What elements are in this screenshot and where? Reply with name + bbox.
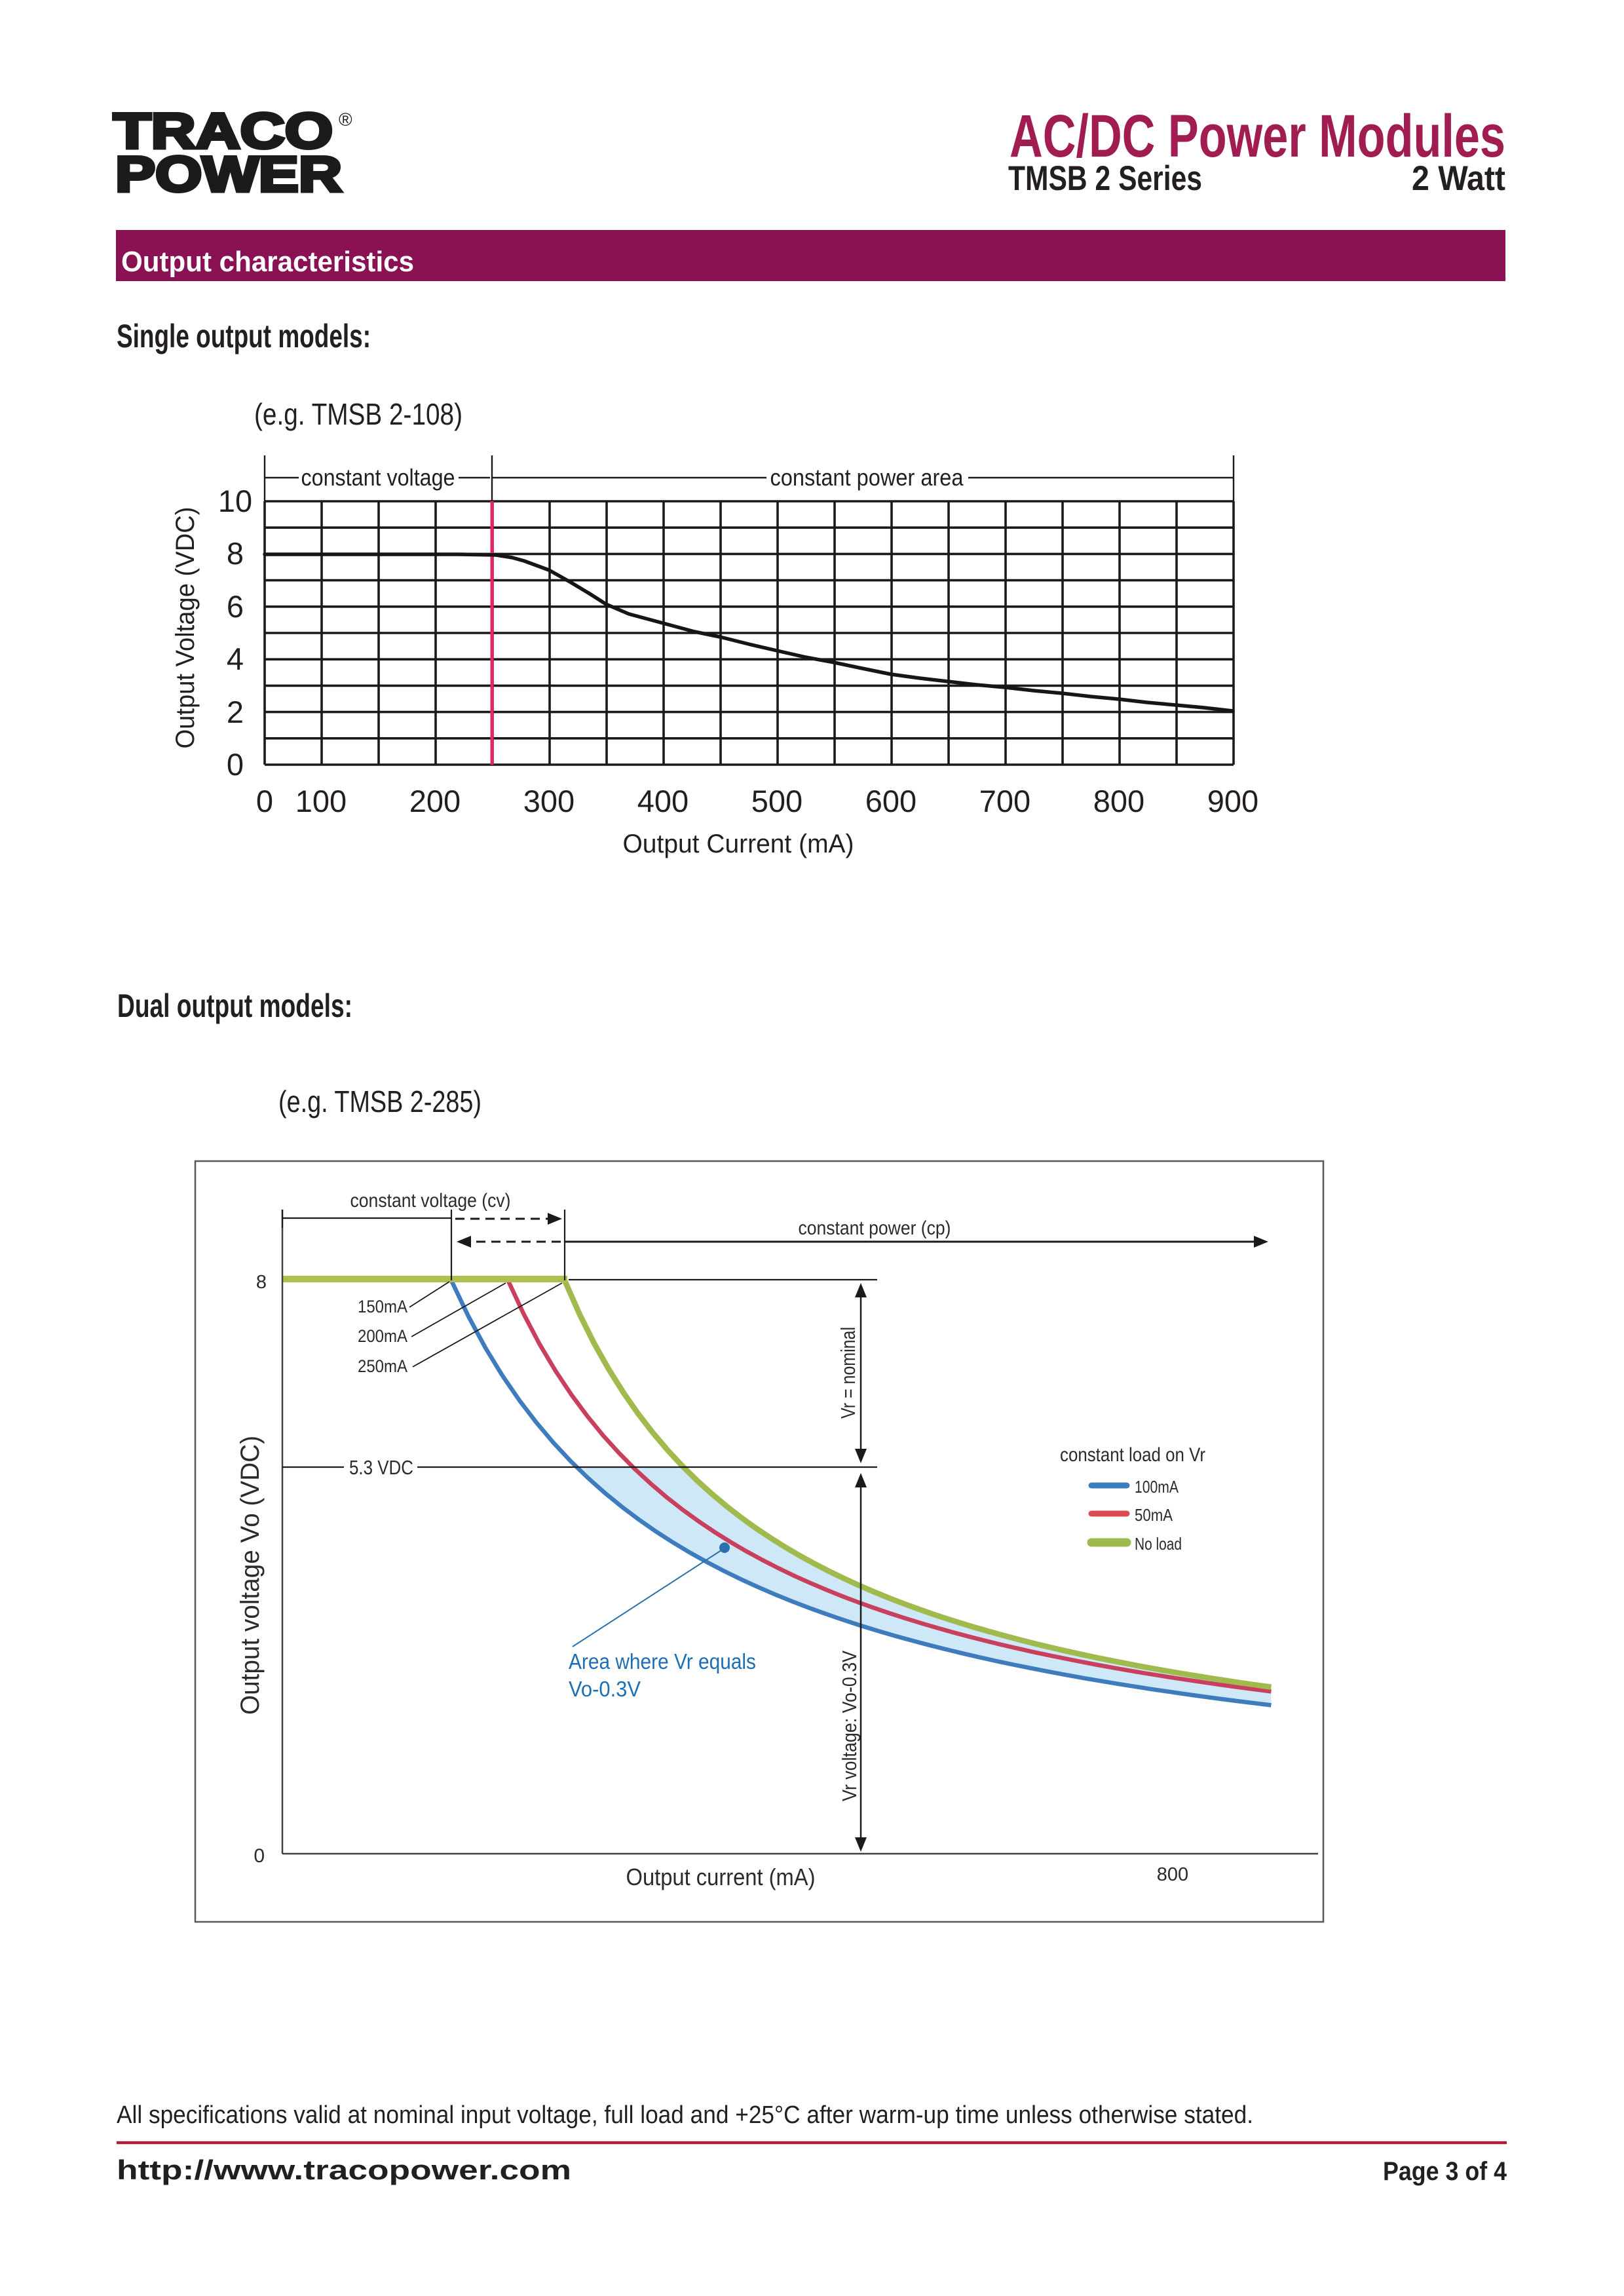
svg-text:(e.g. TMSB 2-108): (e.g. TMSB 2-108) <box>254 397 463 431</box>
svg-text:2: 2 <box>227 695 244 729</box>
svg-text:250mA: 250mA <box>358 1356 407 1376</box>
svg-text:10: 10 <box>218 484 252 518</box>
svg-text:800: 800 <box>1093 784 1144 818</box>
svg-text:http://www.tracopower.com: http://www.tracopower.com <box>117 2154 571 2185</box>
svg-text:No load: No load <box>1135 1534 1182 1554</box>
svg-text:700: 700 <box>979 784 1030 818</box>
svg-text:Output voltage Vo (VDC): Output voltage Vo (VDC) <box>236 1436 265 1715</box>
svg-text:Output characteristics: Output characteristics <box>121 246 414 278</box>
svg-text:4: 4 <box>227 641 244 676</box>
svg-text:5.3 VDC: 5.3 VDC <box>349 1456 413 1479</box>
svg-text:0: 0 <box>256 784 273 818</box>
svg-text:0: 0 <box>227 747 244 782</box>
svg-text:2 Watt: 2 Watt <box>1412 159 1505 198</box>
svg-text:900: 900 <box>1207 784 1258 818</box>
svg-text:500: 500 <box>751 784 803 818</box>
svg-text:200: 200 <box>409 784 461 818</box>
svg-text:800: 800 <box>1157 1864 1188 1885</box>
svg-text:0: 0 <box>254 1845 265 1867</box>
svg-text:constant power (cp): constant power (cp) <box>799 1217 951 1239</box>
svg-text:TRACO: TRACO <box>113 104 333 159</box>
svg-text:All specifications valid at no: All specifications valid at nominal inpu… <box>117 2101 1253 2129</box>
svg-text:Vr voltage: Vo-0.3V: Vr voltage: Vo-0.3V <box>838 1651 861 1801</box>
svg-text:Vr = nominal: Vr = nominal <box>837 1327 859 1419</box>
svg-text:300: 300 <box>523 784 575 818</box>
svg-text:Page 3 of 4: Page 3 of 4 <box>1383 2157 1507 2186</box>
svg-text:®: ® <box>339 109 352 130</box>
svg-text:Area where Vr equals: Area where Vr equals <box>569 1649 756 1674</box>
svg-text:Output Current (mA): Output Current (mA) <box>623 830 854 858</box>
svg-text:150mA: 150mA <box>358 1297 407 1316</box>
svg-text:Single output models:: Single output models: <box>117 318 371 354</box>
svg-text:TMSB 2 Series: TMSB 2 Series <box>1008 159 1202 198</box>
svg-text:constant power area: constant power area <box>770 464 964 491</box>
svg-text:Output Voltage (VDC): Output Voltage (VDC) <box>171 507 200 749</box>
svg-text:8: 8 <box>256 1272 267 1293</box>
svg-text:constant voltage (cv): constant voltage (cv) <box>350 1190 511 1212</box>
svg-text:6: 6 <box>227 589 244 624</box>
svg-text:100mA: 100mA <box>1135 1477 1179 1497</box>
svg-text:Output current (mA): Output current (mA) <box>626 1864 816 1890</box>
svg-text:Dual output models:: Dual output models: <box>117 987 352 1024</box>
svg-text:(e.g. TMSB 2-285): (e.g. TMSB 2-285) <box>278 1084 482 1119</box>
svg-text:100: 100 <box>295 784 347 818</box>
svg-text:constant load on Vr: constant load on Vr <box>1060 1444 1205 1466</box>
svg-text:50mA: 50mA <box>1135 1505 1173 1525</box>
svg-text:400: 400 <box>637 784 689 818</box>
svg-text:POWER: POWER <box>115 147 342 202</box>
svg-text:constant voltage: constant voltage <box>301 464 455 491</box>
svg-text:600: 600 <box>865 784 916 818</box>
svg-text:8: 8 <box>227 536 244 571</box>
svg-text:AC/DC Power Modules: AC/DC Power Modules <box>1010 103 1505 170</box>
svg-text:Vo-0.3V: Vo-0.3V <box>569 1677 641 1701</box>
svg-text:200mA: 200mA <box>358 1326 407 1346</box>
